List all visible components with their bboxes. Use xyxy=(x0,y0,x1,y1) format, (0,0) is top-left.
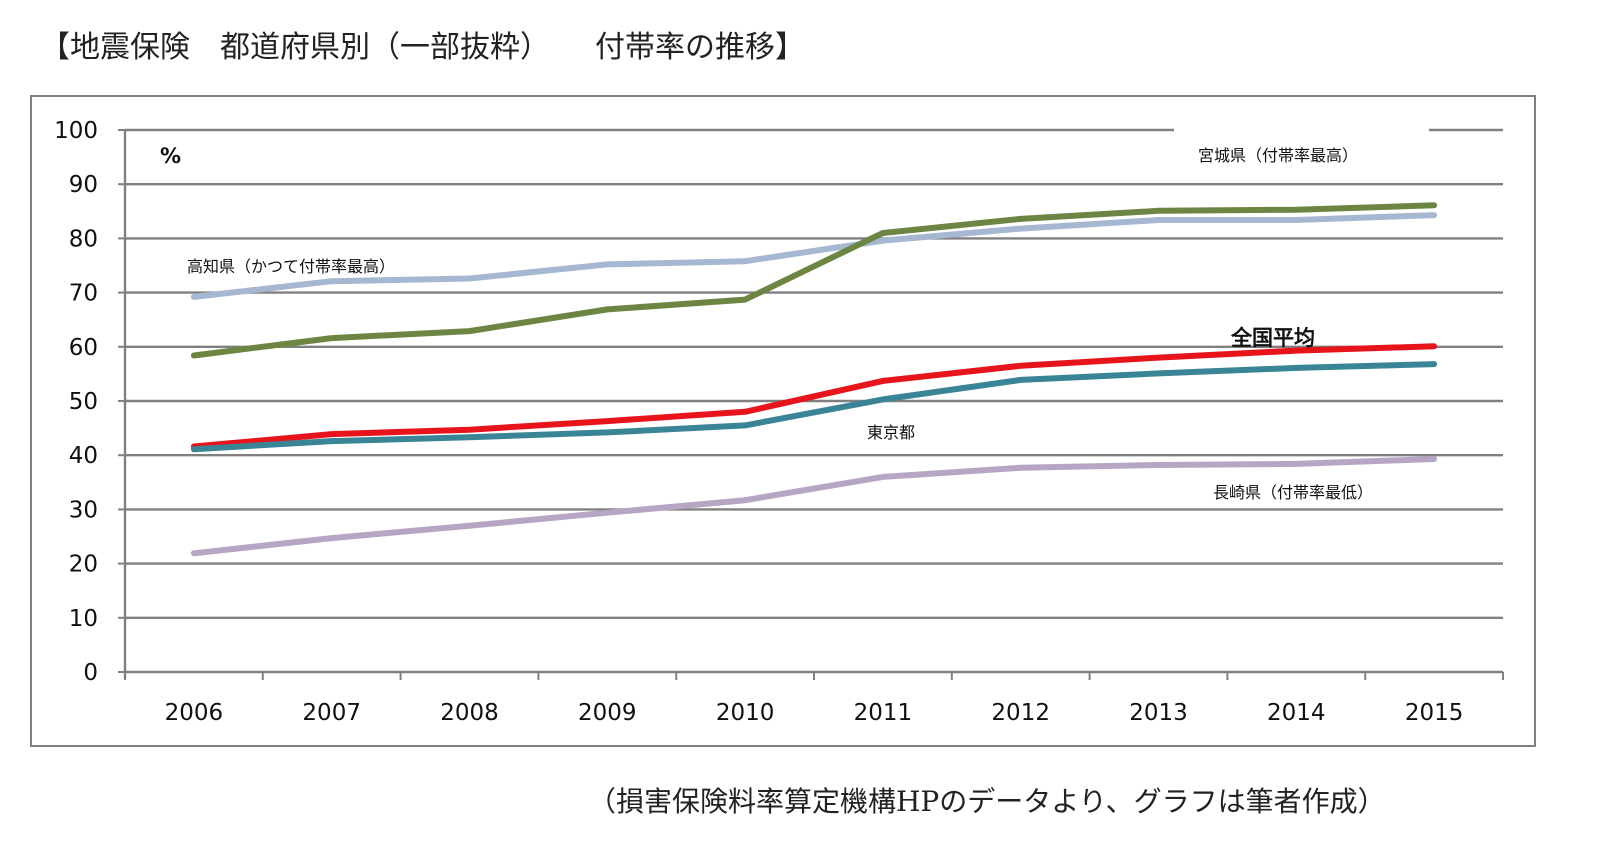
y-tick-label: 80 xyxy=(69,226,98,252)
x-tick-label-2010: 2010 xyxy=(716,700,775,726)
y-tick-label: 60 xyxy=(69,335,98,361)
x-tick-label-2015: 2015 xyxy=(1405,700,1464,726)
series-label-1: 宮城県（付帯率最高） xyxy=(1198,146,1358,165)
grid-lines xyxy=(125,128,1503,619)
y-unit-label: % xyxy=(160,144,181,168)
y-tick-label: 20 xyxy=(69,552,98,578)
y-tick-label: 10 xyxy=(69,606,98,632)
x-tick-label-2007: 2007 xyxy=(302,700,361,726)
x-tick-label-2008: 2008 xyxy=(440,700,499,726)
line-chart: 0 10 20 30 40 50 60 70 80 90 100 2006 2007 2008 2009 20… xyxy=(54,118,1504,726)
x-tick-label-2012: 2012 xyxy=(991,700,1050,726)
series-label-2: 全国平均 xyxy=(1230,326,1315,350)
y-tick-label: 30 xyxy=(69,497,98,523)
x-tick-label-2011: 2011 xyxy=(854,700,913,726)
y-tick-label: 40 xyxy=(69,443,98,469)
series-line-4 xyxy=(190,456,1438,557)
series-lines xyxy=(190,202,1438,557)
series-line-3 xyxy=(190,361,1438,453)
series-line-2 xyxy=(190,343,1438,450)
x-tick-label-2006: 2006 xyxy=(165,700,224,726)
series-line-1 xyxy=(190,202,1438,359)
source-note: （損害保険料率算定機構HPのデータより、グラフは筆者作成） xyxy=(588,785,1386,818)
x-tick-label-2013: 2013 xyxy=(1129,700,1188,726)
series-line-0 xyxy=(190,212,1438,300)
x-tick-label-2014: 2014 xyxy=(1267,700,1326,726)
y-tick-label: 0 xyxy=(83,660,98,686)
page-title: 【地震保険 都道府県別（一部抜粋） 付帯率の推移】 xyxy=(40,30,805,65)
x-tick-label-2009: 2009 xyxy=(578,700,637,726)
legend-label-bg xyxy=(1174,127,1429,183)
chart-frame: 0 10 20 30 40 50 60 70 80 90 100 2006 2007 2008 2009 20… xyxy=(30,95,1536,747)
series-label-0: 高知県（かつて付帯率最高） xyxy=(187,257,395,276)
annotations: % 高知県（かつて付帯率最高） 宮城県（付帯率最高） 全国平均東京都長崎県（付帯率最低… xyxy=(160,127,1429,502)
axes: 0 10 20 30 40 50 60 70 80 90 100 2006 2007 2008 2009 20… xyxy=(54,118,1504,726)
y-tick-label: 50 xyxy=(69,389,98,415)
y-tick-label: 100 xyxy=(54,118,98,144)
series-label-4: 長崎県（付帯率最低） xyxy=(1213,483,1373,502)
y-tick-label: 90 xyxy=(69,172,98,198)
y-tick-label: 70 xyxy=(69,281,98,307)
series-label-3: 東京都 xyxy=(867,423,915,442)
